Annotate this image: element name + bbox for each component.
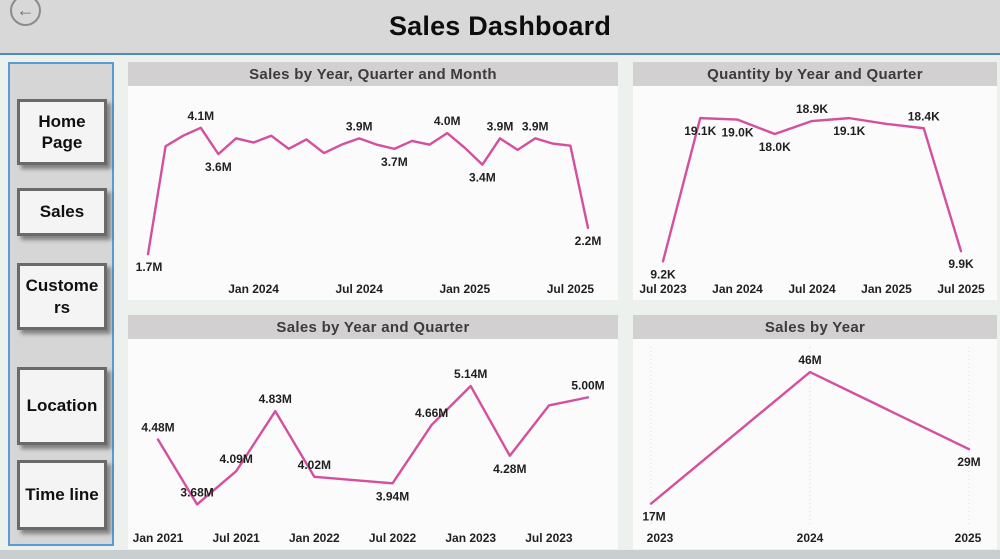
data-label: 17M bbox=[642, 510, 665, 524]
sidebar-item-timeline[interactable]: Time line bbox=[17, 460, 107, 530]
axis-tick-label: Jul 2025 bbox=[937, 282, 985, 296]
chart-panel-sales-by-quarter: Sales by Year and Quarter 4.48M 3.68M 4.09… bbox=[128, 315, 618, 549]
data-label: 3.68M bbox=[180, 485, 213, 499]
canvas-bottom-edge bbox=[0, 550, 1000, 559]
chart-title: Sales by Year and Quarter bbox=[128, 315, 618, 339]
chart-title: Sales by Year bbox=[633, 315, 997, 339]
trend-line[interactable] bbox=[649, 370, 971, 505]
data-label: 4.48M bbox=[141, 421, 174, 435]
axis-tick-label: Jul 2021 bbox=[212, 531, 260, 545]
data-label: 3.9M bbox=[522, 119, 549, 133]
data-label: 4.09M bbox=[220, 452, 253, 466]
data-label: 3.7M bbox=[381, 155, 408, 169]
sidebar: Home Page Sales Customers Location Time … bbox=[8, 62, 114, 546]
sidebar-item-home-page[interactable]: Home Page bbox=[17, 99, 107, 165]
header: Sales Dashboard bbox=[0, 0, 1000, 55]
trend-line[interactable] bbox=[146, 126, 590, 256]
axis-tick-label: Jan 2025 bbox=[861, 282, 912, 296]
data-label: 1.7M bbox=[136, 260, 163, 274]
data-label: 5.00M bbox=[571, 378, 604, 392]
axis-tick-label: Jan 2024 bbox=[228, 282, 279, 296]
axis-tick-label: Jan 2024 bbox=[712, 282, 763, 296]
chart-panel-sales-by-year: Sales by Year 17M 46M 29M 2023 2024 2025 bbox=[633, 315, 997, 549]
axis-tick-label: 2023 bbox=[647, 531, 674, 545]
sidebar-item-location[interactable]: Location bbox=[17, 367, 107, 445]
axis-tick-label: Jul 2023 bbox=[639, 282, 687, 296]
data-label: 3.94M bbox=[376, 489, 409, 503]
axis-tick-label: Jan 2025 bbox=[439, 282, 490, 296]
data-label: 2.2M bbox=[575, 234, 602, 248]
quantity-by-quarter-line-chart[interactable]: 9.2K 19.1K 19.0K 18.0K 18.9K 19.1K 18.4K 9.9K Ju… bbox=[633, 86, 997, 300]
data-label: 4.0M bbox=[434, 114, 461, 128]
trend-line[interactable] bbox=[661, 116, 963, 263]
data-label: 18.4K bbox=[908, 109, 940, 123]
data-label: 4.66M bbox=[415, 406, 448, 420]
data-label: 18.0K bbox=[759, 140, 791, 154]
data-label: 4.02M bbox=[298, 458, 331, 472]
data-label: 46M bbox=[798, 353, 821, 367]
data-label: 19.0K bbox=[721, 126, 753, 140]
axis-tick-label: Jul 2022 bbox=[369, 531, 417, 545]
axis-tick-label: Jul 2024 bbox=[788, 282, 836, 296]
axis-tick-label: 2025 bbox=[955, 531, 982, 545]
axis-tick-label: Jan 2023 bbox=[445, 531, 496, 545]
data-label: 4.83M bbox=[259, 392, 292, 406]
axis-tick-label: Jul 2025 bbox=[547, 282, 595, 296]
data-label: 3.9M bbox=[487, 119, 514, 133]
data-label: 4.1M bbox=[187, 109, 214, 123]
axis-tick-label: Jan 2022 bbox=[289, 531, 340, 545]
data-label: 3.9M bbox=[346, 119, 373, 133]
chart-title: Sales by Year, Quarter and Month bbox=[128, 62, 618, 86]
data-label: 5.14M bbox=[454, 367, 487, 381]
sidebar-item-sales[interactable]: Sales bbox=[17, 188, 107, 236]
axis-tick-label: Jan 2021 bbox=[133, 531, 184, 545]
sidebar-item-label: Sales bbox=[39, 202, 85, 222]
chart-panel-sales-by-month: Sales by Year, Quarter and Month 1.7M 4.1… bbox=[128, 62, 618, 300]
sales-by-quarter-line-chart[interactable]: 4.48M 3.68M 4.09M 4.83M 4.02M 3.94M 4.66M 5.14M… bbox=[128, 339, 618, 549]
data-label: 3.6M bbox=[205, 160, 232, 174]
data-label: 9.2K bbox=[650, 267, 676, 281]
axis-tick-label: Jul 2024 bbox=[336, 282, 384, 296]
chart-title: Quantity by Year and Quarter bbox=[633, 62, 997, 86]
sidebar-item-label: Location bbox=[26, 396, 98, 416]
chart-panel-quantity-by-quarter: Quantity by Year and Quarter 9.2K 19.1K 19… bbox=[633, 62, 997, 300]
sidebar-item-label: Time line bbox=[25, 485, 99, 505]
data-label: 3.4M bbox=[469, 171, 496, 185]
back-arrow-icon: ← bbox=[16, 0, 35, 20]
sidebar-item-customers[interactable]: Customers bbox=[17, 263, 107, 330]
data-label: 18.9K bbox=[796, 102, 828, 116]
sidebar-item-label: Home Page bbox=[38, 111, 86, 152]
sales-by-year-line-chart[interactable]: 17M 46M 29M 2023 2024 2025 bbox=[633, 339, 997, 549]
axis-tick-label: Jul 2023 bbox=[525, 531, 573, 545]
trend-line[interactable] bbox=[156, 384, 590, 506]
sales-by-month-line-chart[interactable]: 1.7M 4.1M 3.6M 3.9M 3.7M 4.0M 3.4M 3.9M 3.9M 2.2M… bbox=[128, 86, 618, 300]
sidebar-item-label: Customers bbox=[25, 276, 99, 317]
data-label: 19.1K bbox=[833, 124, 865, 138]
back-button[interactable]: ← bbox=[10, 0, 41, 26]
data-label: 9.9K bbox=[948, 257, 974, 271]
axis-tick-label: 2024 bbox=[797, 531, 824, 545]
page-title: Sales Dashboard bbox=[388, 11, 612, 41]
data-label: 29M bbox=[957, 455, 980, 469]
data-label: 4.28M bbox=[493, 462, 526, 476]
data-label: 19.1K bbox=[684, 124, 716, 138]
